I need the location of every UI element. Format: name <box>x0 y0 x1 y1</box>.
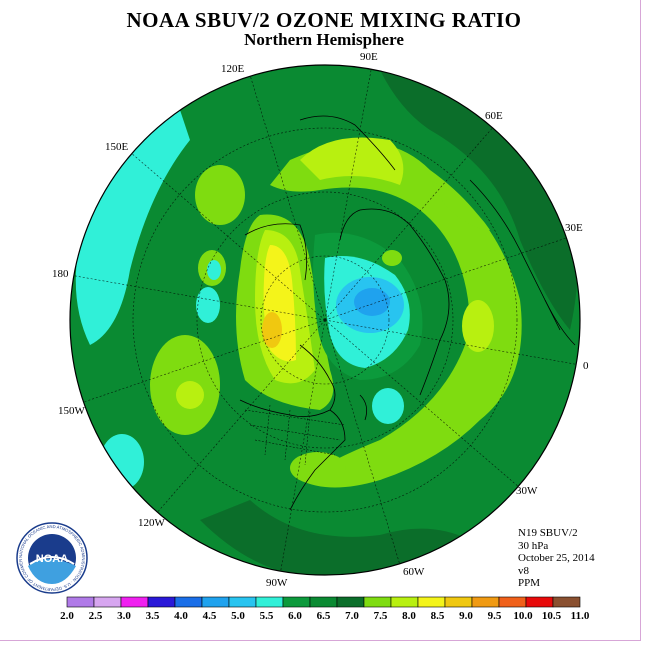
colorbar-swatch <box>552 596 581 608</box>
lon-label-60w: 60W <box>403 566 425 578</box>
field-7-5-east <box>430 180 490 230</box>
colorbar-swatch <box>471 596 500 608</box>
colorbar-tick-label: 3.5 <box>145 610 160 622</box>
field-8-0-east <box>462 300 494 352</box>
lon-label-30e: 30E <box>565 222 583 234</box>
colorbar-tick-label: 7.5 <box>373 610 388 622</box>
info-level: 30 hPa <box>518 539 549 552</box>
colorbar-tick-label: 10.0 <box>513 610 533 622</box>
graticule <box>70 65 580 575</box>
colorbar-tick-label: 4.5 <box>202 610 217 622</box>
figure-frame <box>0 0 641 641</box>
field-7-5-ring-ne <box>270 142 522 488</box>
colorbar-tick-label: 5.0 <box>231 610 245 622</box>
colorbar-swatch <box>282 596 311 608</box>
us-states <box>244 404 346 466</box>
lon-label-120e: 120E <box>221 63 245 75</box>
map-border <box>69 64 581 576</box>
field-9-0-tongue <box>262 312 282 348</box>
colorbar-tick-label: 4.0 <box>174 610 188 622</box>
lon-label-120w: 120W <box>138 517 165 529</box>
colorbar-swatch <box>201 596 230 608</box>
colorbar-tick-label: 6.0 <box>288 610 302 622</box>
info-instrument: N19 SBUV/2 <box>518 527 578 539</box>
lon-label-90w: 90W <box>266 577 288 589</box>
colorbar-swatch <box>228 596 257 608</box>
lon-label-0: 0 <box>583 360 589 372</box>
colorbar-tick-label: 11.0 <box>570 610 590 622</box>
colorbar-swatch <box>525 596 554 608</box>
colorbar-swatch <box>255 596 284 608</box>
colorbar-tick-label: 9.5 <box>487 610 502 622</box>
colorbar-tick-label: 8.5 <box>430 610 445 622</box>
field-6-0-cell-b <box>196 287 220 323</box>
field-dark-south <box>200 500 470 575</box>
noaa-logo: NATIONAL OCEANIC AND ATMOSPHERIC ADMINIS… <box>16 522 88 594</box>
field-7-5-w2 <box>195 165 245 225</box>
colorbar-swatch <box>147 596 176 608</box>
colorbar-swatch <box>390 596 419 608</box>
colorbar-swatch <box>309 596 338 608</box>
lon-label-60e: 60E <box>485 110 503 122</box>
map-subtitle: Northern Hemisphere <box>244 30 404 49</box>
logo-text: NOAA <box>36 553 68 565</box>
colorbar-swatch <box>417 596 446 608</box>
field-4-5-core <box>354 288 390 316</box>
info-block: N19 SBUV/2 30 hPa October 25, 2014 v8 PP… <box>518 527 595 590</box>
info-units: PPM <box>518 577 541 589</box>
colorbar-swatch <box>444 596 473 608</box>
colorbar-tick-label: 5.5 <box>259 610 274 622</box>
info-date: October 25, 2014 <box>518 552 595 564</box>
lon-label-150w: 150W <box>58 405 85 417</box>
info-version: v8 <box>518 564 529 577</box>
colorbar-tick-label: 6.5 <box>316 610 331 622</box>
field-5-5-cell-a <box>207 260 221 280</box>
lon-label-180: 180 <box>52 268 69 280</box>
colorbar-tick-label: 8.0 <box>402 610 416 622</box>
colorbar-swatch <box>120 596 149 608</box>
lon-label-30w: 30W <box>516 485 538 497</box>
field-7-5-s <box>290 452 346 484</box>
lon-label-90e: 90E <box>360 51 378 63</box>
colorbar-swatch <box>336 596 365 608</box>
lon-label-150e: 150E <box>105 141 129 153</box>
colorbar-swatch <box>66 596 95 608</box>
field-6-0-cell-d <box>382 250 402 266</box>
field-cyan-west <box>75 110 190 345</box>
colorbar-swatch <box>498 596 527 608</box>
colorbar-tick-label: 10.5 <box>541 610 562 622</box>
colorbar-tick-label: 3.0 <box>117 610 131 622</box>
colorbar-tick-label: 9.0 <box>459 610 473 622</box>
coastlines <box>239 115 576 511</box>
colorbar-swatch <box>363 596 392 608</box>
colorbar-swatch <box>93 596 122 608</box>
map-title: NOAA SBUV/2 OZONE MIXING RATIO <box>126 8 522 32</box>
field-6-0-cell-c <box>372 388 404 424</box>
field-7-5-north <box>300 137 404 185</box>
colorbar-tick-label: 2.0 <box>60 610 74 622</box>
colorbar-tick-label: 2.5 <box>88 610 103 622</box>
field-8-0-w1 <box>176 381 204 409</box>
colorbar-swatch <box>174 596 203 608</box>
colorbar-tick-label: 7.0 <box>345 610 359 622</box>
